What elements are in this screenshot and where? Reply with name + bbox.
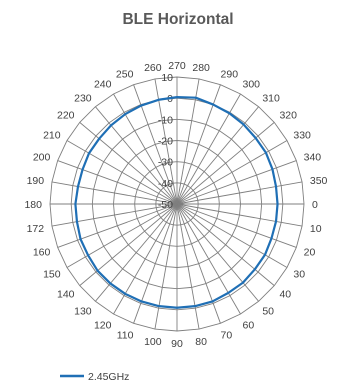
grid-spoke [79,203,178,286]
angle-tick-label: 80 [195,336,207,348]
grid-spoke [176,78,200,205]
grid-spoke [113,203,178,315]
grid-spoke [66,140,178,205]
angle-tick-label: 110 [117,330,134,342]
angle-tick-label: 310 [262,93,280,105]
grid-spoke [79,122,178,205]
angle-tick-label: 210 [43,130,61,142]
grid-spoke [176,203,241,315]
grid-spoke [95,106,178,205]
grid-spoke [176,106,259,205]
grid-spoke [95,203,178,302]
legend-label-2-45ghz: 2.45GHz [88,371,129,381]
angle-tick-label: 320 [279,110,297,122]
grid-spoke [57,160,178,205]
angle-tick-label: 330 [293,130,311,142]
grid-spoke [133,203,178,324]
angle-tick-label: 172 [27,223,45,235]
angle-tick-label: 230 [74,93,92,105]
polar-grid [49,76,305,332]
angle-tick-label: 290 [221,68,239,80]
angle-tick-label: 280 [192,62,210,74]
angle-tick-label: 20 [304,247,316,259]
grid-spoke [51,181,178,205]
grid-spoke [176,140,288,205]
angle-tick-label: 220 [57,110,75,122]
grid-spoke [176,203,259,302]
chart-title: BLE Horizontal [122,11,233,28]
angle-tick-label: 190 [27,175,45,187]
grid-spoke [66,203,178,268]
radial-tick-label: -40 [158,178,173,190]
angle-tick-label: 70 [221,330,233,342]
angle-tick-label: 240 [94,79,112,91]
grid-spoke [176,122,275,205]
angle-tick-label: 50 [262,305,274,317]
angle-tick-label: 130 [74,305,92,317]
angle-tick-label: 300 [243,79,261,91]
angle-tick-label: 180 [24,199,42,211]
grid-spoke [176,203,288,268]
angle-tick-label: 90 [171,338,183,350]
radial-tick-label: 10 [161,72,173,84]
radial-tick-label: -20 [158,136,173,148]
angle-tick-label: 150 [43,269,61,281]
series-line-2-45ghz [74,96,279,309]
grid-spoke [176,203,275,286]
grid-spoke [176,203,200,330]
grid-spoke [154,203,178,330]
angle-tick-label: 0 [312,199,318,211]
angle-tick-label: 140 [57,288,75,300]
grid-spoke [57,203,178,248]
angle-tick-label: 100 [144,336,162,348]
angle-tick-label: 160 [33,247,51,259]
legend: 2.45GHz [60,371,129,381]
grid-spoke [176,160,297,205]
radial-tick-label: -50 [158,199,173,211]
radial-axis-labels: 100-10-20-30-40-50 [158,72,173,211]
angle-tick-label: 250 [116,68,134,80]
grid-spoke [176,203,297,248]
radial-tick-label: -30 [158,157,173,169]
angle-tick-label: 340 [304,151,322,163]
angle-tick-label: 60 [243,319,255,331]
angle-tick-label: 270 [168,60,186,72]
angle-tick-label: 40 [279,288,291,300]
grid-spoke [176,203,221,324]
angle-tick-label: 30 [293,269,305,281]
radial-tick-label: -10 [158,114,173,126]
angle-tick-label: 10 [310,223,322,235]
angle-tick-label: 200 [33,151,51,163]
grid-spoke [176,203,303,227]
angle-tick-label: 120 [94,319,112,331]
angle-tick-label: 260 [144,62,162,74]
grid-spoke [176,181,303,205]
series-layer [74,96,279,309]
grid-spoke [113,93,178,205]
angle-tick-label: 350 [310,175,328,187]
grid-spoke [51,203,178,227]
